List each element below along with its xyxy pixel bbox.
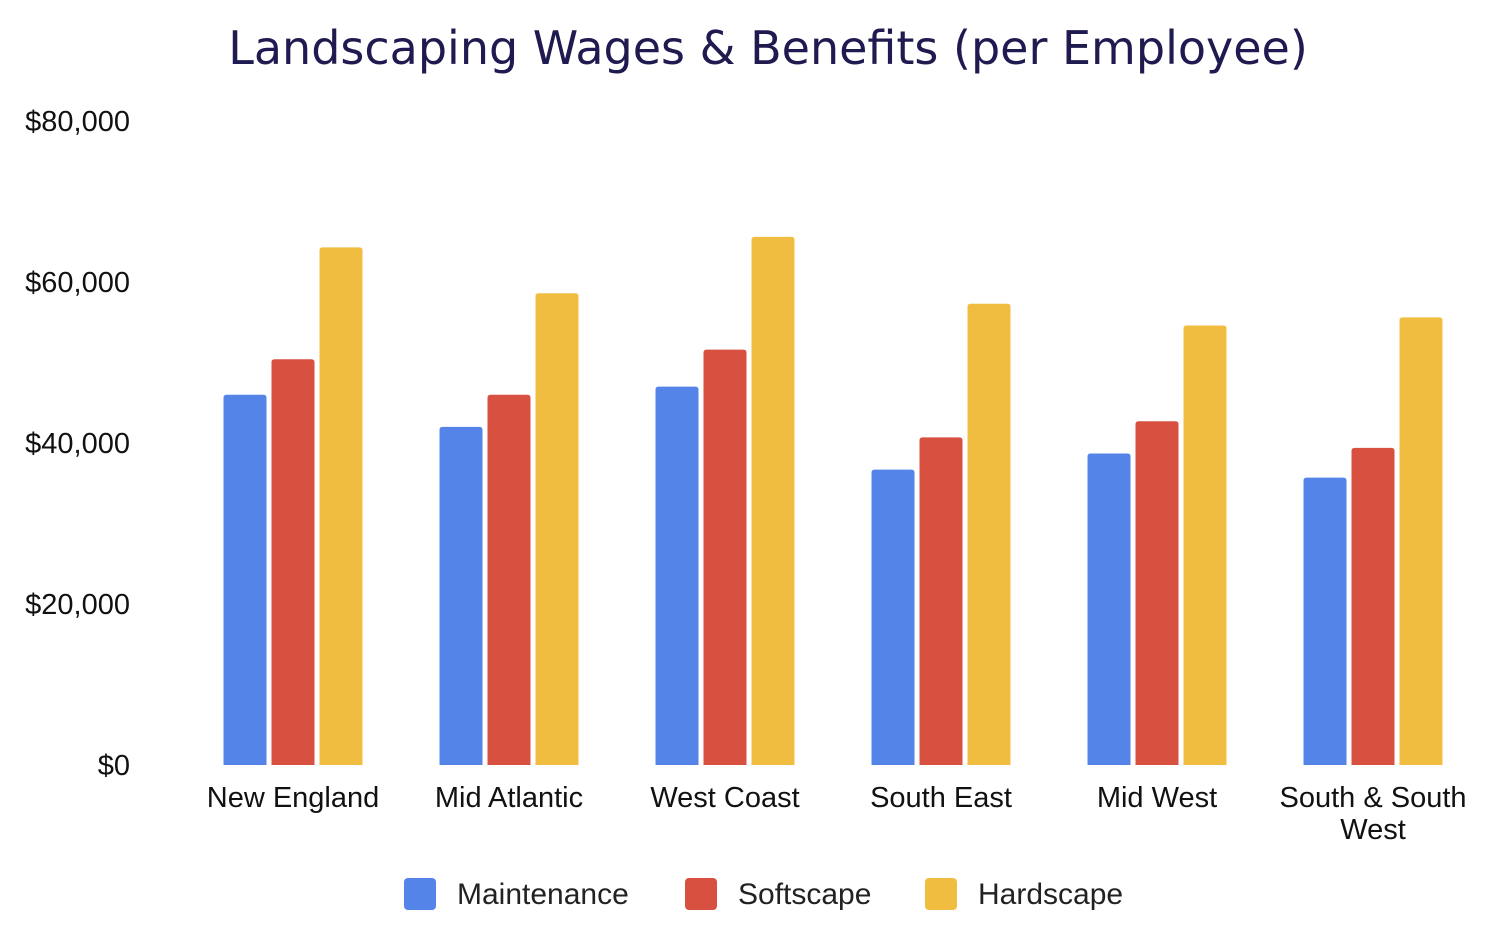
legend-label: Hardscape — [978, 878, 1123, 911]
legend-label: Softscape — [738, 878, 871, 911]
bar-hardscape — [535, 293, 579, 765]
legend-swatch — [404, 878, 436, 910]
x-category-label: New England — [207, 782, 380, 814]
x-category-label-line: New England — [207, 782, 380, 814]
bar-group — [223, 247, 363, 765]
bar-maintenance — [871, 469, 915, 765]
bar-group — [1087, 325, 1227, 765]
x-axis: New England Mid Atlantic West Coast South E… — [207, 782, 1467, 846]
y-axis: $0 $20,000 $40,000 $60,000 $80,000 — [25, 106, 130, 782]
bar-maintenance — [655, 386, 699, 765]
y-tick-label: $40,000 — [25, 428, 130, 460]
x-category-label-line: South East — [870, 782, 1012, 814]
legend-item: Softscape — [685, 878, 871, 911]
bar-hardscape — [751, 236, 795, 766]
x-category-label-line: West — [1340, 814, 1406, 846]
bar-softscape — [271, 359, 315, 765]
bar-group — [871, 303, 1011, 765]
legend-item: Hardscape — [925, 878, 1123, 911]
x-category-label-line: South & South — [1279, 782, 1466, 814]
bar-maintenance — [223, 394, 267, 765]
y-tick-label: $0 — [98, 750, 130, 782]
x-category-label: Mid Atlantic — [435, 782, 583, 814]
x-category-label-line: Mid Atlantic — [435, 782, 583, 814]
x-category-label: South & South West — [1279, 782, 1466, 846]
bar-group — [1303, 317, 1443, 765]
chart-title: Landscaping Wages & Benefits (per Employ… — [228, 21, 1308, 75]
bar-maintenance — [439, 426, 483, 765]
bar-group — [655, 236, 795, 766]
y-tick-label: $60,000 — [25, 267, 130, 299]
x-category-label: South East — [870, 782, 1012, 814]
y-tick-label: $20,000 — [25, 589, 130, 621]
bars-group — [223, 236, 1443, 766]
legend-item: Maintenance — [404, 878, 629, 911]
bar-softscape — [919, 437, 963, 765]
legend-swatch — [925, 878, 957, 910]
legend-swatch — [685, 878, 717, 910]
bar-hardscape — [319, 247, 363, 765]
bar-hardscape — [967, 303, 1011, 765]
x-category-label: Mid West — [1097, 782, 1217, 814]
bar-maintenance — [1087, 453, 1131, 765]
bar-group — [439, 293, 579, 765]
x-category-label-line: Mid West — [1097, 782, 1217, 814]
bar-softscape — [703, 349, 747, 765]
legend-label: Maintenance — [457, 878, 629, 911]
x-category-label: West Coast — [650, 782, 799, 814]
bar-softscape — [1135, 421, 1179, 765]
bar-hardscape — [1399, 317, 1443, 765]
legend: Maintenance Softscape Hardscape — [404, 878, 1123, 911]
bar-softscape — [1351, 447, 1395, 765]
bar-softscape — [487, 394, 531, 765]
bar-maintenance — [1303, 477, 1347, 765]
bar-hardscape — [1183, 325, 1227, 765]
y-tick-label: $80,000 — [25, 106, 130, 138]
x-category-label-line: West Coast — [650, 782, 799, 814]
